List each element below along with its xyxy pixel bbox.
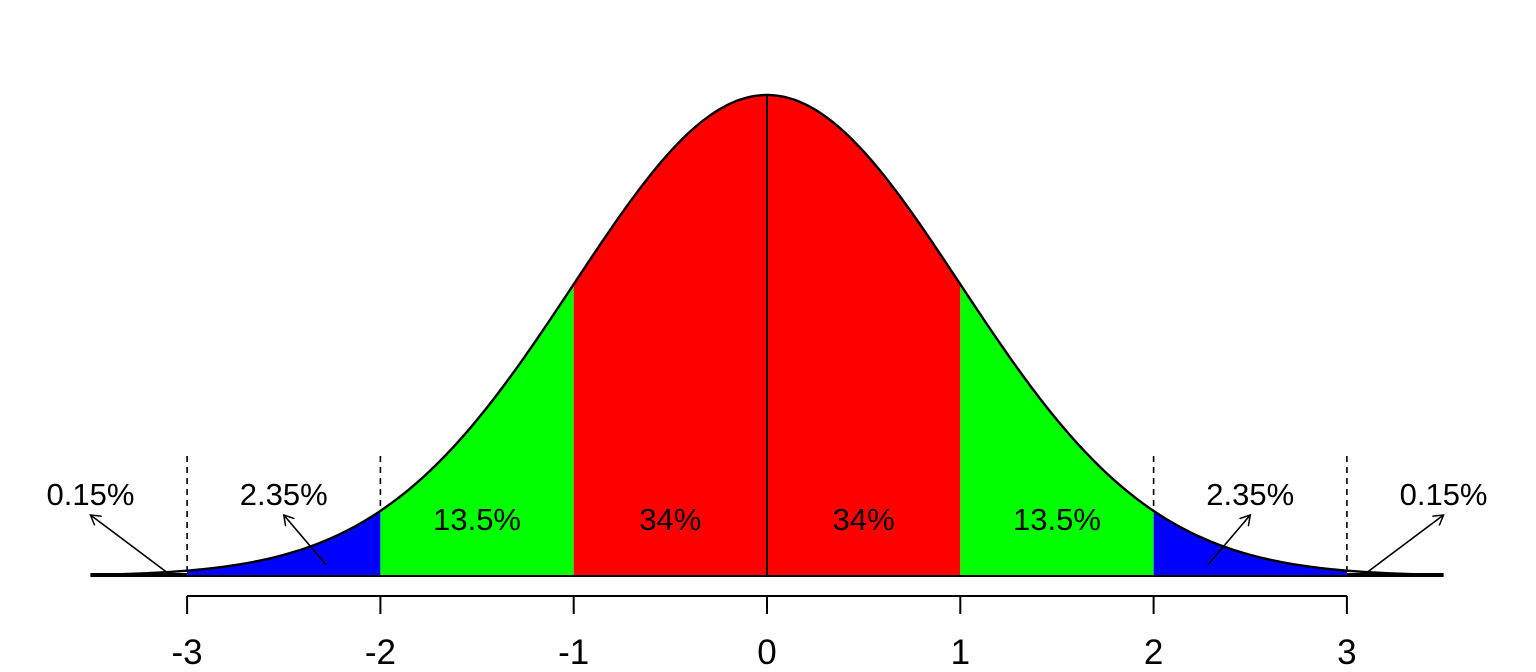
- region-labels: 13.5% 34% 34% 13.5% 2.35% 2.35% 0.15% 0.15%: [46, 477, 1487, 537]
- density-curve: [90, 93, 1444, 577]
- x-tick-label--1: -1: [558, 633, 589, 672]
- x-tick-label-1: 1: [951, 633, 970, 672]
- tail-label-3: 0.15%: [1400, 477, 1488, 512]
- density-curve-line: [90, 93, 1444, 577]
- dashed-markers: [186, 456, 1348, 571]
- tail-arrow-2: [90, 515, 169, 574]
- tail-arrow-1: [1207, 515, 1251, 566]
- tail-arrow-0: [284, 515, 327, 566]
- x-axis: -3 -2 -1 0 1 2 3: [172, 595, 1357, 672]
- tail-label-2: 0.15%: [46, 477, 134, 512]
- region-fill-0: [187, 510, 381, 576]
- region-label-0: 13.5%: [433, 502, 521, 537]
- tail-label-1: 2.35%: [1206, 477, 1294, 512]
- x-tick-label-0: 0: [757, 633, 776, 672]
- region-fill-4: [767, 95, 961, 576]
- x-tick-label--3: -3: [172, 633, 203, 672]
- tail-label-0: 2.35%: [240, 477, 328, 512]
- x-tick-label--2: -2: [365, 633, 396, 672]
- tail-arrow-3: [1365, 515, 1443, 574]
- region-label-1: 34%: [639, 502, 701, 537]
- x-tick-label-3: 3: [1337, 633, 1356, 672]
- tail-arrows: [90, 515, 1443, 574]
- region-label-2: 34%: [833, 502, 895, 537]
- region-fill-1: [1153, 510, 1347, 576]
- region-label-3: 13.5%: [1013, 502, 1101, 537]
- x-tick-label-2: 2: [1144, 633, 1163, 672]
- region-fill-3: [573, 95, 767, 576]
